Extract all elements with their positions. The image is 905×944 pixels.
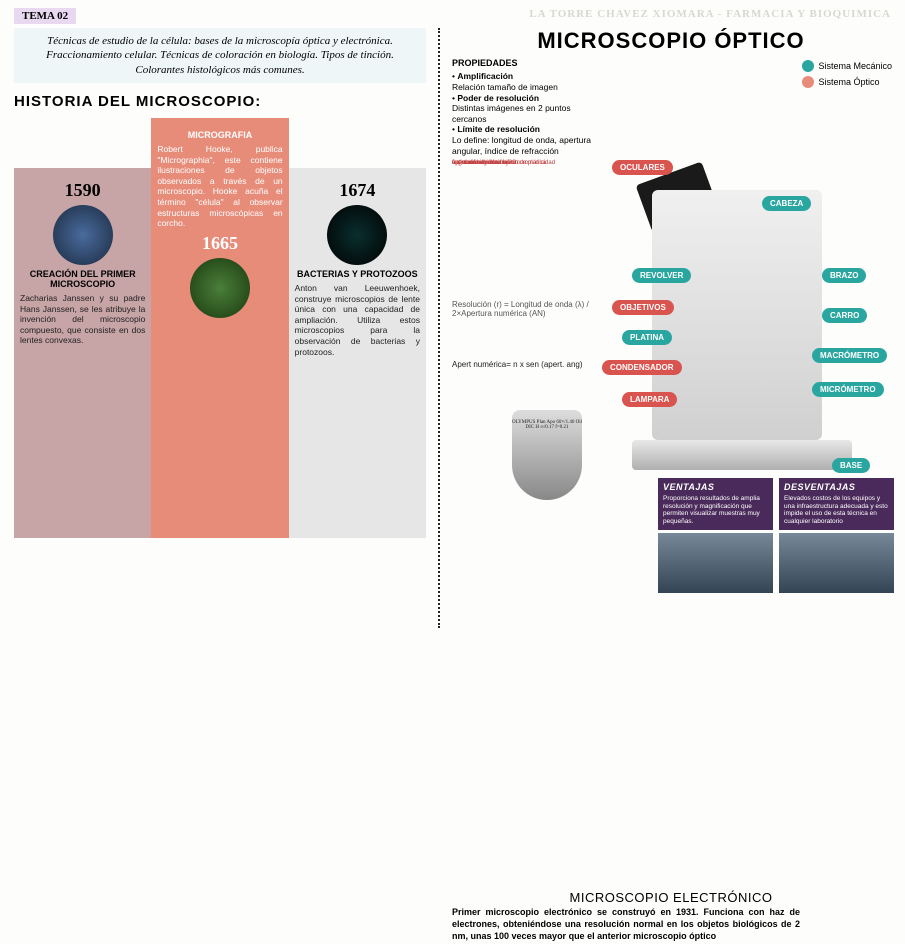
part-label-cabeza: CABEZA — [762, 196, 811, 211]
part-label-platina: PLATINA — [622, 330, 672, 345]
props-title: PROPIEDADES — [452, 58, 592, 69]
left-column: Técnicas de estudio de la célula: bases … — [0, 28, 440, 628]
puzzle-1674: 1674 BACTERIAS Y PROTOZOOS Anton van Lee… — [289, 168, 426, 538]
electronic-title: MICROSCOPIO ELECTRÓNICO — [452, 890, 890, 905]
timeline-puzzle: 1590 CREACIÓN DEL PRIMER MICROSCOPIO Zac… — [14, 118, 426, 538]
legend-label: Sistema Mecánico — [818, 61, 892, 71]
piece-body: Anton van Leeuwenhoek, construye microsc… — [295, 283, 420, 357]
part-label-brazo: BRAZO — [822, 268, 866, 283]
right-column: MICROSCOPIO ÓPTICO Sistema Mecánico Sist… — [440, 28, 900, 628]
prop-item: • AmplificaciónRelación tamaño de imagen — [452, 71, 592, 92]
legend-dot-icon — [802, 60, 814, 72]
author-line: LA TORRE CHAVEZ XIOMARA - FARMACIA Y BIO… — [529, 8, 891, 24]
microscope-title: MICROSCOPIO ÓPTICO — [452, 28, 890, 54]
ventajas-box: VENTAJAS Proporciona resultados de ampli… — [658, 478, 773, 530]
part-label-objetivos: OBJETIVOS — [612, 300, 674, 315]
objective-lens-illustration: OLYMPUS Plan Apo 60×/1.40 Oil DIC H ∞/0.… — [512, 410, 582, 500]
part-label-lampara: LAMPARA — [622, 392, 677, 407]
legend-item: Sistema Óptico — [802, 76, 892, 88]
legend-dot-icon — [802, 76, 814, 88]
tema-badge: TEMA 02 — [14, 8, 76, 24]
legend-item: Sistema Mecánico — [802, 60, 892, 72]
ventajas-title: VENTAJAS — [663, 482, 768, 493]
ventajas-desventajas-row: VENTAJAS Proporciona resultados de ampli… — [658, 478, 894, 593]
piece-pre-body: Robert Hooke, publica "Micrographia", es… — [157, 144, 282, 229]
propiedades-block: PROPIEDADES • AmplificaciónRelación tama… — [452, 58, 592, 156]
part-label-macrómetro: MACRÓMETRO — [812, 348, 887, 363]
prop-item: • Poder de resoluciónDistintas imágenes … — [452, 93, 592, 125]
part-label-oculares: OCULARES — [612, 160, 673, 175]
intro-text: Técnicas de estudio de la célula: bases … — [14, 28, 426, 83]
puzzle-1590: 1590 CREACIÓN DEL PRIMER MICROSCOPIO Zac… — [14, 168, 151, 538]
year-label: 1590 — [20, 180, 145, 201]
ventajas-body: Proporciona resultados de amplia resoluc… — [663, 495, 768, 526]
bacteria-photo-icon — [327, 205, 387, 265]
prop-item: • Límite de resoluciónLo define: longitu… — [452, 124, 592, 156]
microscope-photo-icon — [53, 205, 113, 265]
lab-photo-icon — [658, 533, 773, 593]
resolution-formula: Resolución (r) = Longitud de onda (λ) / … — [452, 300, 622, 318]
piece-title: BACTERIAS Y PROTOZOOS — [295, 269, 420, 279]
desventajas-title: DESVENTAJAS — [784, 482, 889, 493]
history-title: HISTORIA DEL MICROSCOPIO: — [14, 93, 426, 110]
piece-body: Zacharias Janssen y su padre Hans Jansse… — [20, 293, 145, 346]
part-label-revolver: REVOLVER — [632, 268, 691, 283]
electronic-body: Primer microscopio electrónico se constr… — [452, 905, 890, 944]
piece-title: CREACIÓN DEL PRIMER MICROSCOPIO — [20, 269, 145, 289]
puzzle-1665: MICROGRAFIA Robert Hooke, publica "Micro… — [151, 118, 288, 538]
lens-annotation: ángulo de inmersión — [452, 160, 506, 166]
desventajas-box: DESVENTAJAS Elevados costos de los equip… — [779, 478, 894, 530]
legend: Sistema Mecánico Sistema Óptico — [802, 60, 892, 92]
lens-inscription: OLYMPUS Plan Apo 60×/1.40 Oil DIC H ∞/0.… — [512, 410, 582, 430]
part-label-condensador: CONDENSADOR — [602, 360, 682, 375]
scope-body-shape — [652, 190, 822, 440]
year-label: 1665 — [157, 233, 282, 254]
equipment-photo-icon — [779, 533, 894, 593]
part-label-carro: CARRO — [822, 308, 867, 323]
desventajas-body: Elevados costos de los equipos y una inf… — [784, 495, 889, 526]
part-label-base: BASE — [832, 458, 870, 473]
part-label-micrómetro: MICRÓMETRO — [812, 382, 884, 397]
legend-label: Sistema Óptico — [818, 77, 879, 87]
year-label: 1674 — [295, 180, 420, 201]
cells-photo-icon — [190, 258, 250, 318]
aperture-formula: Apert numérica= n x sen (apert. ang) — [452, 360, 583, 369]
scope-base-shape — [632, 440, 852, 470]
piece-pre-title: MICROGRAFIA — [157, 130, 282, 140]
